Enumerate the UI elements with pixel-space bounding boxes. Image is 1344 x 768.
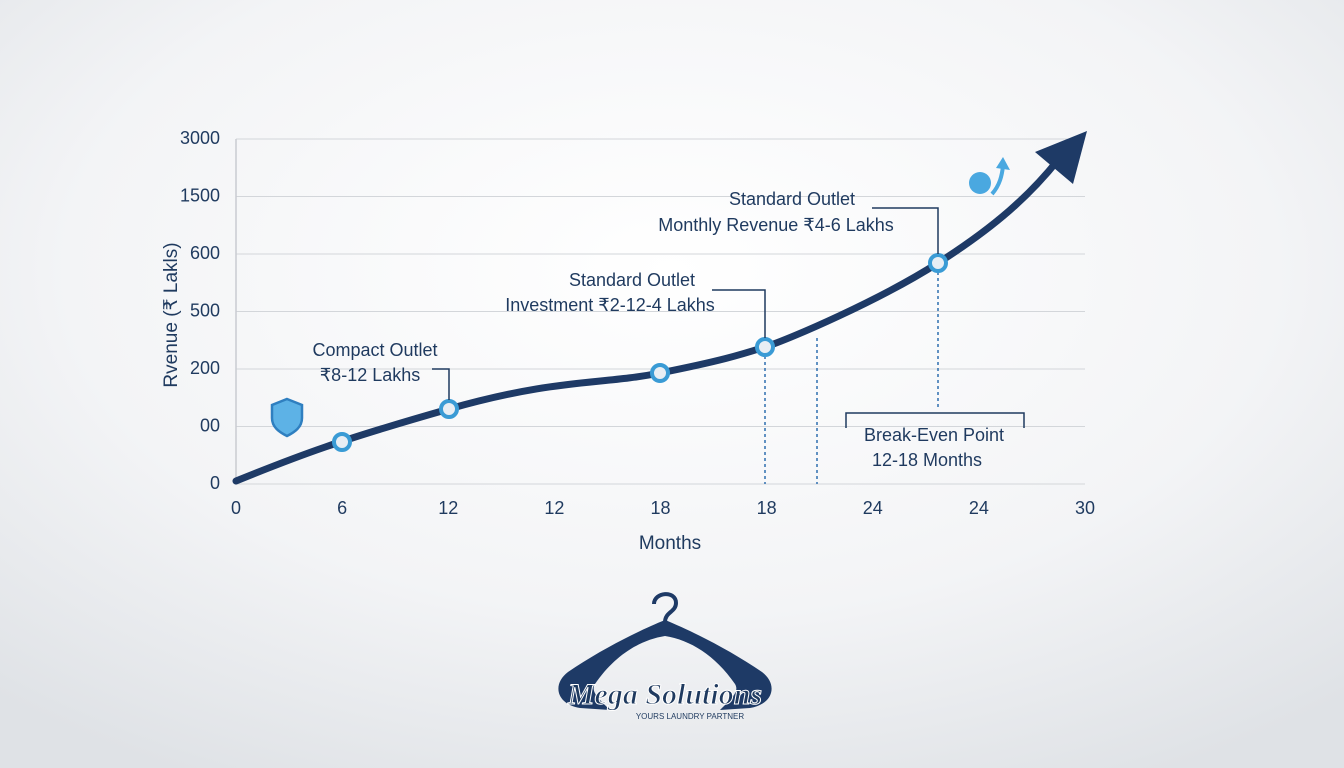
marker: [650, 363, 670, 383]
annotation-text: 12-18 Months: [872, 450, 982, 470]
hanger-hook: [652, 592, 679, 623]
growth-curve: [232, 156, 1062, 485]
marker: [332, 432, 352, 452]
x-tick-label: 12: [544, 498, 564, 518]
logo-name: Mega Solutions: [567, 678, 762, 711]
money-icon: [969, 157, 1010, 196]
icon-arrow-head: [996, 157, 1010, 170]
annotation-text: Compact Outlet: [312, 340, 437, 360]
y-tick-label: 500: [190, 300, 220, 320]
x-tick-label: 12: [438, 498, 458, 518]
x-tick-label: 6: [337, 498, 347, 518]
annotation-text: Standard Outlet: [569, 270, 695, 290]
y-tick-label: 3000: [180, 128, 220, 148]
x-tick-label: 24: [969, 498, 989, 518]
arrow-head: [1035, 131, 1087, 184]
x-tick-label: 18: [650, 498, 670, 518]
annotation-text: Monthly Revenue ₹4-6 Lakhs: [658, 215, 894, 235]
y-tick-label: 00: [200, 415, 220, 435]
logo-tagline: YOURS LAUNDRY PARTNER: [636, 712, 745, 721]
leader-line: [712, 289, 766, 338]
y-tick-label: 600: [190, 243, 220, 263]
x-tick-label: 0: [231, 498, 241, 518]
x-tick-label: 18: [757, 498, 777, 518]
x-tick-label: 30: [1075, 498, 1095, 518]
marker: [755, 337, 775, 357]
y-tick-label: 1500: [180, 185, 220, 205]
leader-line: [872, 207, 939, 254]
x-tick-label: 24: [863, 498, 883, 518]
bracket: [845, 412, 1025, 428]
shield-icon: [270, 397, 304, 438]
annotation-text: Break-Even Point: [864, 425, 1004, 445]
marker: [439, 399, 459, 419]
annotation-text: Standard Outlet: [729, 189, 855, 209]
y-axis-label: Rvenue (₹ Lakls): [161, 242, 182, 387]
coin: [969, 172, 991, 194]
x-axis-label: Months: [639, 533, 701, 554]
marker: [928, 253, 948, 273]
annotation-text: Investment ₹2-12-4 Lakhs: [505, 295, 715, 315]
annotation-text: ₹8-12 Lakhs: [320, 365, 421, 385]
hanger-body: [558, 620, 772, 710]
y-tick-label: 200: [190, 358, 220, 378]
leader-line: [432, 368, 450, 400]
logo: Mega Solutions YOURS LAUNDRY PARTNER: [558, 592, 772, 721]
markers: [332, 253, 948, 452]
y-tick-label: 0: [210, 473, 220, 493]
